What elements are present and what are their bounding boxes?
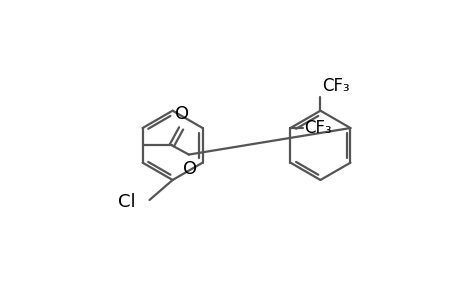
Text: CF₃: CF₃: [321, 77, 349, 95]
Text: O: O: [174, 105, 189, 123]
Text: CF₃: CF₃: [304, 119, 331, 137]
Text: O: O: [183, 160, 197, 178]
Text: Cl: Cl: [118, 193, 135, 211]
